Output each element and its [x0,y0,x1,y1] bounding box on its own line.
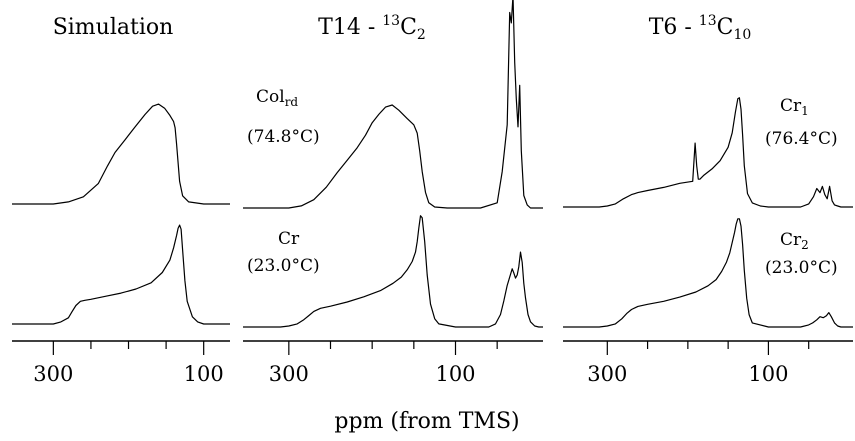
tick-label: 300 [269,362,309,386]
spectrum-sim_bottom [12,224,230,325]
panel-t14: T14 - 13C2 Colrd (74.8°C) Cr (23.0°C) 30… [243,0,543,386]
trace-temp-t6-cr2: (23.0°C) [765,258,838,278]
trace-label-t6-cr1: Cr1 [780,96,809,118]
trace-label-t14-cr: Cr [278,229,300,249]
spectrum-t6_cr1 [563,97,853,208]
spectrum-t6_cr2 [563,218,853,328]
spectrum-t14_col [243,0,543,209]
panel-title-t6: T6 - 13C10 [649,13,752,43]
tick-label: 300 [587,362,627,386]
trace-temp-t6-cr1: (76.4°C) [765,129,838,149]
trace-temp-t14-col: (74.8°C) [247,127,320,147]
tick-label: 100 [435,362,475,386]
panel-title-t14: T14 - 13C2 [318,13,426,43]
spectrum-sim_top [12,103,230,205]
panel-t6: T6 - 13C10 Cr1 (76.4°C) Cr2 (23.0°C) 300… [563,13,853,386]
trace-label-t14-col: Colrd [256,87,298,109]
trace-label-t6-cr2: Cr2 [780,230,809,252]
spectrum-t14_cr [243,215,543,328]
tick-label: 100 [748,362,788,386]
panel-simulation: Simulation 300 100 [12,15,230,386]
tick-label: 300 [33,362,73,386]
panel-title-simulation: Simulation [53,15,174,40]
tick-label: 100 [184,362,224,386]
trace-temp-t14-cr: (23.0°C) [247,256,320,276]
x-axis-label: ppm (from TMS) [334,409,519,434]
